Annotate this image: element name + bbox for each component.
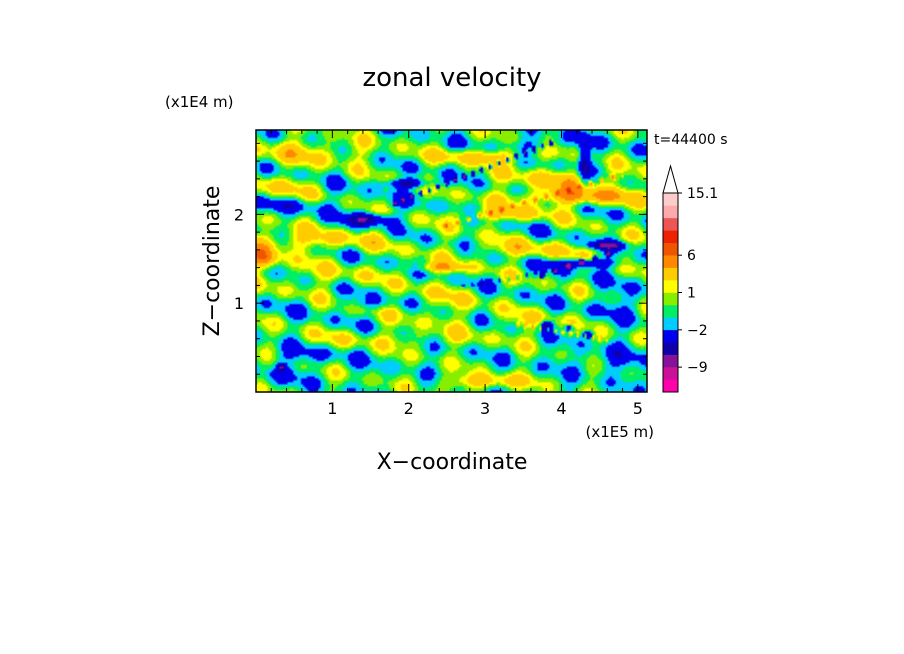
colorbar-segment xyxy=(663,230,678,244)
time-label: t=44400 s xyxy=(654,132,728,148)
x-tick-label: 4 xyxy=(556,399,566,418)
colorbar-segment xyxy=(663,193,678,206)
colorbar-segment xyxy=(663,280,678,293)
y-tick-label: 1 xyxy=(234,294,244,313)
colorbar-segment xyxy=(663,267,678,281)
x-tick-label: 1 xyxy=(327,399,337,418)
y-tick-label: 2 xyxy=(234,205,244,224)
plot-frame xyxy=(255,129,648,393)
y-axis-tick-labels: 12 xyxy=(234,205,244,313)
x-tick-label: 5 xyxy=(633,399,643,418)
colorbar-extend-arrow xyxy=(662,164,679,194)
x-tick-label: 2 xyxy=(404,399,414,418)
colorbar-segment xyxy=(663,217,678,231)
x-axis-label: X−coordinate xyxy=(377,450,528,475)
x-axis-tick-labels: 1 2 3 4 5 xyxy=(327,399,643,418)
colorbar-label: 15.1 xyxy=(687,186,718,202)
colorbar-segment xyxy=(663,205,678,219)
x-tick-label: 3 xyxy=(480,399,490,418)
colorbar-segment xyxy=(663,292,678,306)
y-axis-label: Z−coordinate xyxy=(200,186,225,337)
colorbar-segment xyxy=(663,317,678,331)
colorbar-segment xyxy=(663,354,678,368)
colorbar xyxy=(662,164,679,393)
colorbar-label: −9 xyxy=(687,360,708,376)
colorbar-segment xyxy=(663,304,678,318)
x-axis-ticks xyxy=(270,130,639,392)
colorbar-label: 1 xyxy=(687,286,696,302)
chart-title: zonal velocity xyxy=(362,63,541,93)
y-axis-unit: (x1E4 m) xyxy=(165,93,234,111)
colorbar-label: 6 xyxy=(687,248,696,264)
colorbar-segment xyxy=(663,379,678,393)
x-axis-unit: (x1E5 m) xyxy=(585,423,654,441)
colorbar-segment xyxy=(663,242,678,256)
colorbar-segment xyxy=(663,342,678,355)
heatmap-field xyxy=(256,130,647,392)
colorbar-label: −2 xyxy=(687,323,708,339)
colorbar-segment xyxy=(663,367,678,380)
colorbar-segment xyxy=(663,329,678,343)
y-axis-ticks xyxy=(256,142,647,375)
colorbar-segment xyxy=(663,255,678,268)
colorbar-labels: 15.1 6 1 −2 −9 xyxy=(678,186,718,376)
